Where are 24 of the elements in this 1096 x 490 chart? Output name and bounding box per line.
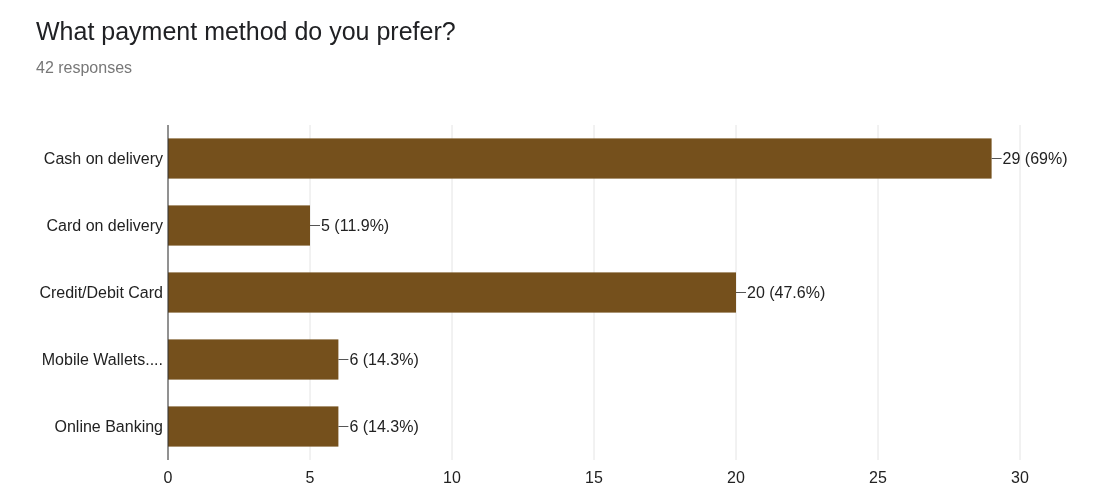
bar bbox=[168, 272, 736, 313]
x-tick-label: 15 bbox=[585, 469, 603, 486]
y-tick-label: Card on delivery bbox=[46, 217, 163, 235]
x-tick-label: 5 bbox=[305, 469, 315, 486]
chart-subtitle: 42 responses bbox=[36, 59, 133, 76]
data-label: 6 (14.3%) bbox=[349, 418, 419, 436]
data-label: 5 (11.9%) bbox=[321, 217, 390, 235]
x-tick-label: 25 bbox=[869, 469, 887, 486]
x-tick-label: 20 bbox=[727, 469, 745, 486]
data-label: 6 (14.3%) bbox=[349, 351, 419, 369]
x-tick-label: 10 bbox=[443, 469, 461, 486]
x-tick-label: 30 bbox=[1011, 469, 1029, 486]
y-tick-label: Online Banking bbox=[54, 418, 163, 436]
x-tick-label: 0 bbox=[163, 469, 173, 486]
bar bbox=[168, 205, 310, 246]
y-tick-label: Mobile Wallets.... bbox=[41, 351, 163, 369]
y-tick-label: Credit/Debit Card bbox=[39, 284, 163, 302]
bar bbox=[168, 406, 339, 447]
y-tick-label: Cash on delivery bbox=[43, 150, 163, 168]
data-label: 29 (69%) bbox=[1002, 150, 1068, 168]
data-label: 20 (47.6%) bbox=[747, 284, 826, 302]
chart-title: What payment method do you prefer? bbox=[36, 17, 456, 45]
bar bbox=[168, 339, 339, 380]
bar bbox=[168, 138, 992, 179]
